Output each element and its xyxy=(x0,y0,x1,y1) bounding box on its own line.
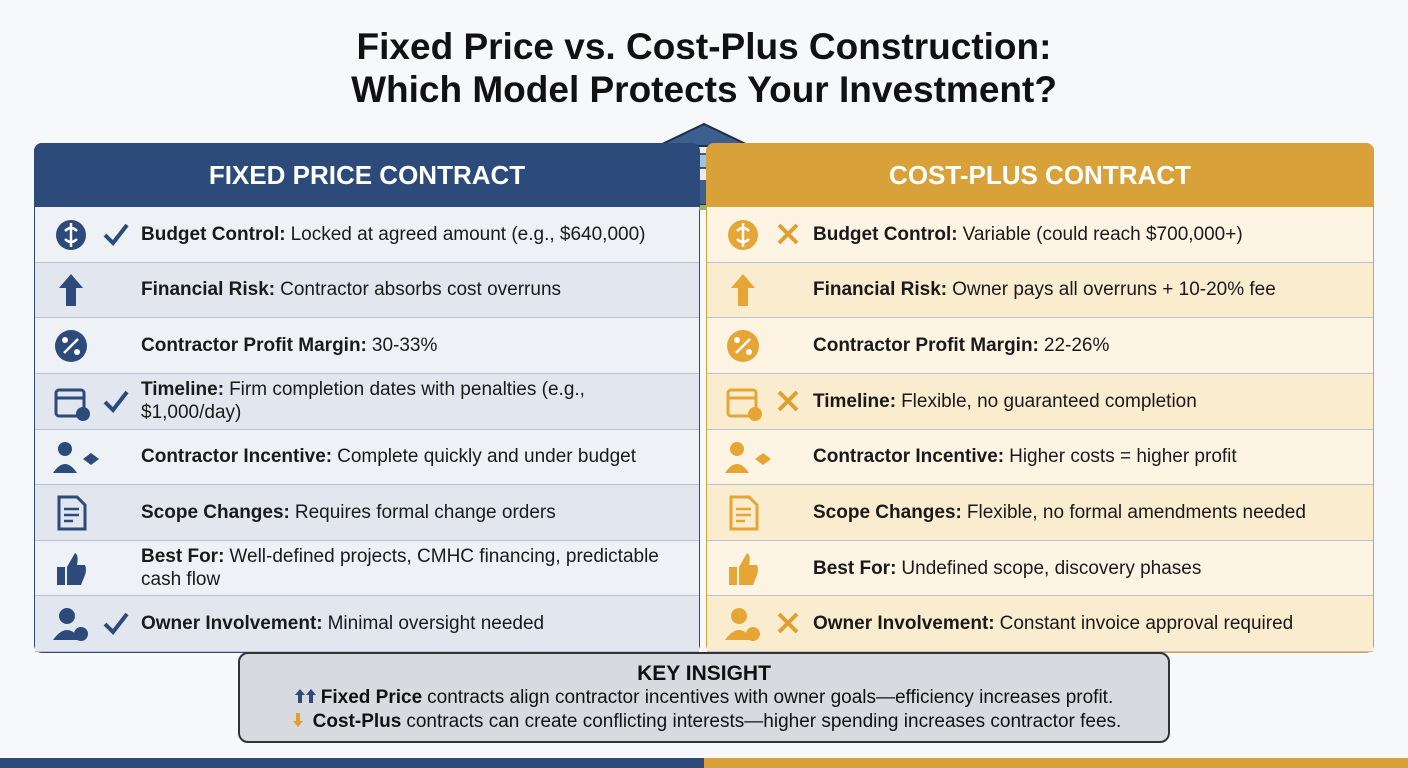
row-label: Contractor Incentive: xyxy=(141,446,333,468)
row-label: Contractor Incentive: xyxy=(813,446,1005,468)
row-label: Budget Control: xyxy=(141,223,286,245)
row-label: Best For: xyxy=(141,546,225,568)
row-label: Timeline: xyxy=(813,390,897,412)
row-label: Owner Involvement: xyxy=(141,613,323,635)
row-text: Best For: Undefined scope, discovery phas… xyxy=(813,557,1359,580)
comparison-row: Best For: Undefined scope, discovery phas… xyxy=(707,540,1373,597)
row-icon xyxy=(54,388,129,421)
insight-line: Fixed Price contracts align contractor in… xyxy=(240,686,1168,710)
row-text: Timeline: Firm completion dates with pena… xyxy=(141,378,685,424)
footer-stripe xyxy=(0,758,704,768)
insight-bold: Cost-Plus xyxy=(312,711,402,732)
comparison-row: Contractor Profit Margin: 30-33% xyxy=(35,318,699,374)
row-icon xyxy=(725,608,799,642)
comparison-row: Timeline: Firm completion dates with pena… xyxy=(35,373,699,430)
row-icon xyxy=(731,274,755,307)
row-label: Owner Involvement: xyxy=(813,613,995,635)
title: Which Model Protects Your Investment? xyxy=(351,69,1057,110)
row-value: Requires formal change orders xyxy=(294,501,556,523)
row-text: Financial Risk: Contractor absorbs cost o… xyxy=(141,278,685,301)
row-label: Financial Risk: xyxy=(141,279,276,301)
row-icon xyxy=(729,552,758,585)
insight-title: KEY INSIGHT xyxy=(637,662,771,685)
column-header: COST-PLUS CONTRACT xyxy=(706,143,1374,207)
row-text: Contractor Incentive: Higher costs = high… xyxy=(813,445,1359,468)
comparison-row: Financial Risk: Owner pays all overruns +… xyxy=(707,262,1373,319)
row-value: Undefined scope, discovery phases xyxy=(901,557,1202,579)
up-arrows xyxy=(294,689,316,703)
row-text: Contractor Profit Margin: 30-33% xyxy=(141,334,685,357)
row-text: Contractor Profit Margin: 22-26% xyxy=(813,334,1359,357)
comparison-row: Scope Changes: Requires formal change ord… xyxy=(35,485,699,541)
comparison-row: Scope Changes: Flexible, no formal amendm… xyxy=(707,485,1373,541)
row-icon xyxy=(725,442,771,474)
row-value: Variable (could reach $700,000+) xyxy=(962,223,1243,245)
row-value: Minimal oversight needed xyxy=(327,613,545,635)
row-icon xyxy=(727,330,759,363)
row-value: Owner pays all overruns + 10-20% fee xyxy=(952,279,1276,301)
row-text: Financial Risk: Owner pays all overruns +… xyxy=(813,278,1359,301)
comparison-row: Contractor Incentive: Higher costs = high… xyxy=(707,429,1373,486)
row-value: Constant invoice approval required xyxy=(999,613,1294,635)
column-header: FIXED PRICE CONTRACT xyxy=(34,143,700,207)
insight-text: contracts align contractor incentives wi… xyxy=(427,687,1114,708)
row-text: Owner Involvement: Minimal oversight need… xyxy=(141,612,685,635)
row-label: Scope Changes: xyxy=(813,501,962,523)
row-value: Well-defined projects, CMHC financing, p… xyxy=(141,546,659,591)
row-value: Contractor absorbs cost overruns xyxy=(280,279,562,301)
row-value: Locked at agreed amount (e.g., $640,000) xyxy=(290,223,646,245)
insight-bold: Fixed Price xyxy=(320,687,423,708)
row-icon xyxy=(53,442,99,474)
row-label: Budget Control: xyxy=(813,223,958,245)
row-value: Flexible, no guaranteed completion xyxy=(901,390,1197,412)
comparison-row: Owner Involvement: Minimal oversight need… xyxy=(35,596,699,652)
row-label: Contractor Profit Margin: xyxy=(813,335,1039,357)
title: Fixed Price vs. Cost-Plus Construction: xyxy=(356,26,1052,67)
comparison-row: Budget Control: Variable (could reach $70… xyxy=(707,207,1373,263)
footer-stripe xyxy=(704,758,1408,768)
insight-line: Cost-Plus contracts can create conflictin… xyxy=(240,710,1168,734)
comparison-row: Timeline: Flexible, no guaranteed complet… xyxy=(707,373,1373,430)
comparison-row: Contractor Incentive: Complete quickly an… xyxy=(35,429,699,486)
row-text: Best For: Well-defined projects, CMHC fin… xyxy=(141,545,685,591)
row-icon xyxy=(728,219,799,250)
row-value: Flexible, no formal amendments needed xyxy=(966,501,1306,523)
row-value: Complete quickly and under budget xyxy=(337,446,637,468)
row-text: Budget Control: Variable (could reach $70… xyxy=(813,223,1359,246)
row-label: Timeline: xyxy=(141,379,225,401)
row-icon xyxy=(729,495,759,531)
row-label: Contractor Profit Margin: xyxy=(141,335,367,357)
row-text: Budget Control: Locked at agreed amount (… xyxy=(141,223,685,246)
row-label: Financial Risk: xyxy=(813,279,948,301)
row-icon xyxy=(57,495,87,531)
comparison-row: Best For: Well-defined projects, CMHC fin… xyxy=(35,540,699,597)
row-label: Best For: xyxy=(813,557,897,579)
row-text: Timeline: Flexible, no guaranteed complet… xyxy=(813,390,1359,413)
insight-text: contracts can create conflicting interes… xyxy=(406,711,1122,732)
row-value: Firm completion dates with penalties (e.… xyxy=(141,379,585,424)
key-insight: KEY INSIGHT Fixed Price contracts align c… xyxy=(238,652,1170,743)
row-icon xyxy=(56,219,129,250)
row-value: 30-33% xyxy=(371,335,438,357)
row-label: Scope Changes: xyxy=(141,501,290,523)
row-icon xyxy=(53,608,129,642)
row-icon xyxy=(726,388,799,421)
row-text: Scope Changes: Flexible, no formal amendm… xyxy=(813,501,1359,524)
down-arrow xyxy=(292,713,303,727)
row-text: Contractor Incentive: Complete quickly an… xyxy=(141,445,685,468)
row-icon xyxy=(57,552,86,585)
comparison-row: Financial Risk: Contractor absorbs cost o… xyxy=(35,262,699,319)
row-text: Scope Changes: Requires formal change ord… xyxy=(141,501,685,524)
comparison-row: Budget Control: Locked at agreed amount (… xyxy=(35,207,699,263)
row-value: 22-26% xyxy=(1043,335,1110,357)
row-icon xyxy=(55,330,87,363)
comparison-row: Contractor Profit Margin: 22-26% xyxy=(707,318,1373,374)
row-value: Higher costs = higher profit xyxy=(1009,446,1237,468)
row-text: Owner Involvement: Constant invoice appro… xyxy=(813,612,1359,635)
row-icon xyxy=(59,274,83,307)
comparison-row: Owner Involvement: Constant invoice appro… xyxy=(707,596,1373,652)
